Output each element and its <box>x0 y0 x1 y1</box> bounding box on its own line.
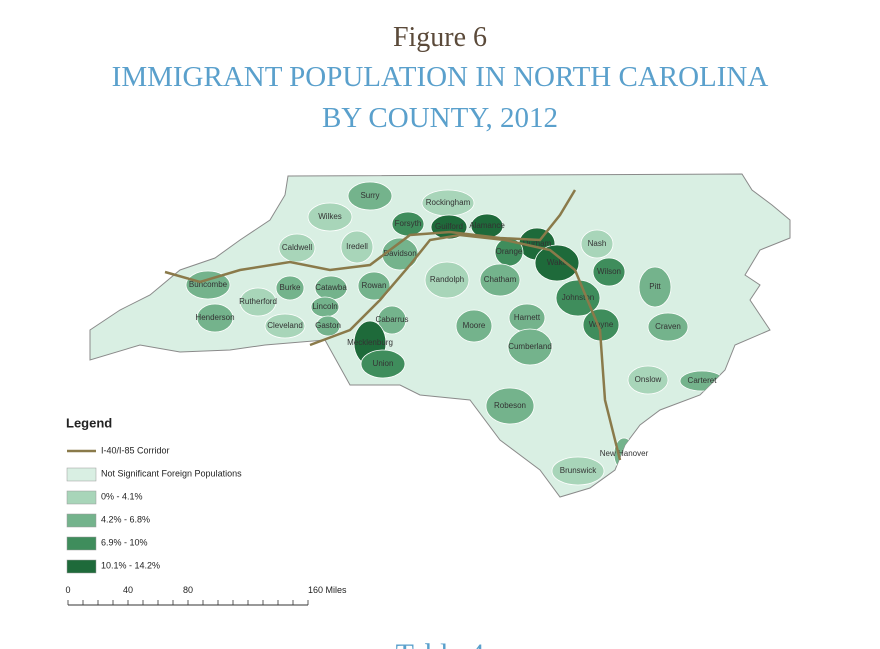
county-shape <box>185 270 231 300</box>
county-label: Nash <box>588 239 607 248</box>
footer-heading: Table 4 <box>396 638 485 649</box>
county-label: Johnston <box>562 293 594 302</box>
county-label: Surry <box>360 191 379 200</box>
county-label: Wilson <box>597 267 621 276</box>
county-shape <box>360 349 406 379</box>
county-label: Durham <box>523 239 552 248</box>
county-label: Forsyth <box>395 219 422 228</box>
county-label: Robeson <box>494 401 526 410</box>
county-label: Union <box>373 359 394 368</box>
state-outline <box>89 173 791 498</box>
county-shape <box>534 244 580 282</box>
scale-bar: 0 40 80 160 Miles <box>65 585 347 606</box>
county-shape <box>377 305 407 335</box>
county-label: Burke <box>280 283 301 292</box>
legend-label: I-40/I-85 Corridor <box>101 445 170 455</box>
county-label: Cumberland <box>508 342 552 351</box>
county-label: Craven <box>655 322 681 331</box>
county-label: Chatham <box>484 275 517 284</box>
county-shape <box>275 275 305 301</box>
county-label: Randolph <box>430 275 464 284</box>
county-shape <box>424 261 470 299</box>
county-shape <box>627 365 669 395</box>
county-shape <box>307 202 353 232</box>
county-label: Wayne <box>589 320 614 329</box>
scale-label: 0 <box>65 585 70 595</box>
legend-label: 6.9% - 10% <box>101 537 148 547</box>
county-label: Pitt <box>649 282 661 291</box>
county-label: Guilford <box>435 222 463 231</box>
county-label: Wilkes <box>318 212 342 221</box>
county-shapes <box>185 181 725 486</box>
county-shape <box>479 263 521 297</box>
county-shape <box>638 266 672 308</box>
county-label: Caldwell <box>282 243 312 252</box>
county-label: Cabarrus <box>376 315 409 324</box>
county-label: Mecklenburg <box>347 338 393 347</box>
county-shape <box>315 315 341 337</box>
scale-label: 40 <box>123 585 133 595</box>
county-shape <box>580 229 614 259</box>
title-line: IMMIGRANT POPULATION IN NORTH CAROLINA <box>112 61 769 93</box>
legend-swatch <box>66 559 97 574</box>
county-label: Harnett <box>514 313 541 322</box>
county-label: Orange <box>496 247 523 256</box>
county-shape <box>239 287 277 317</box>
county-label: Brunswick <box>560 466 597 475</box>
county-label: Buncombe <box>189 280 228 289</box>
county-label: Lincoln <box>312 302 337 311</box>
legend-label: 0% - 4.1% <box>101 491 143 501</box>
county-label: Onslow <box>635 375 662 384</box>
legend: Legend I-40/I-85 Corridor Not Significan… <box>66 415 242 574</box>
county-shape <box>357 271 391 301</box>
legend-swatch <box>66 490 97 505</box>
county-label: Iredell <box>346 242 368 251</box>
county-label: Rutherford <box>239 297 277 306</box>
county-label: Carteret <box>688 376 718 385</box>
legend-label: 10.1% - 14.2% <box>101 560 160 570</box>
county-shape <box>592 257 626 287</box>
county-shape <box>340 230 374 264</box>
county-shape <box>507 328 553 366</box>
figure-number: Figure 6 <box>393 22 487 53</box>
legend-swatch <box>66 467 97 482</box>
county-shape <box>278 233 316 263</box>
county-label: Rockingham <box>426 198 471 207</box>
legend-label: Not Significant Foreign Populations <box>101 468 242 478</box>
highway-corridor <box>164 189 577 284</box>
county-label: Cleveland <box>267 321 303 330</box>
title-line: BY COUNTY, 2012 <box>322 102 558 134</box>
county-label: Catawba <box>315 283 347 292</box>
county-shape <box>347 181 393 211</box>
county-label: Davidson <box>383 249 416 258</box>
county-label: Gaston <box>315 321 341 330</box>
scale-label: 80 <box>183 585 193 595</box>
county-shape <box>551 456 605 486</box>
legend-label: 4.2% - 6.8% <box>101 514 150 524</box>
highway-corridor <box>309 233 622 461</box>
county-shape <box>264 313 306 339</box>
county-label: Rowan <box>362 281 387 290</box>
legend-swatch <box>66 513 97 528</box>
county-label: Henderson <box>195 313 234 322</box>
county-shape <box>485 387 535 425</box>
county-label: Alamance <box>469 221 505 230</box>
county-shape <box>455 309 493 343</box>
legend-title: Legend <box>66 415 112 430</box>
county-label: New Hanover <box>600 449 649 458</box>
county-label: Wake <box>547 258 568 267</box>
county-shape <box>647 312 689 342</box>
legend-swatch <box>66 536 97 551</box>
county-label: Moore <box>463 321 486 330</box>
county-labels: Surry Rockingham Wilkes Forsyth Guilford Alam… <box>189 191 717 475</box>
scale-label: 160 Miles <box>308 585 347 595</box>
county-shape <box>196 303 234 333</box>
